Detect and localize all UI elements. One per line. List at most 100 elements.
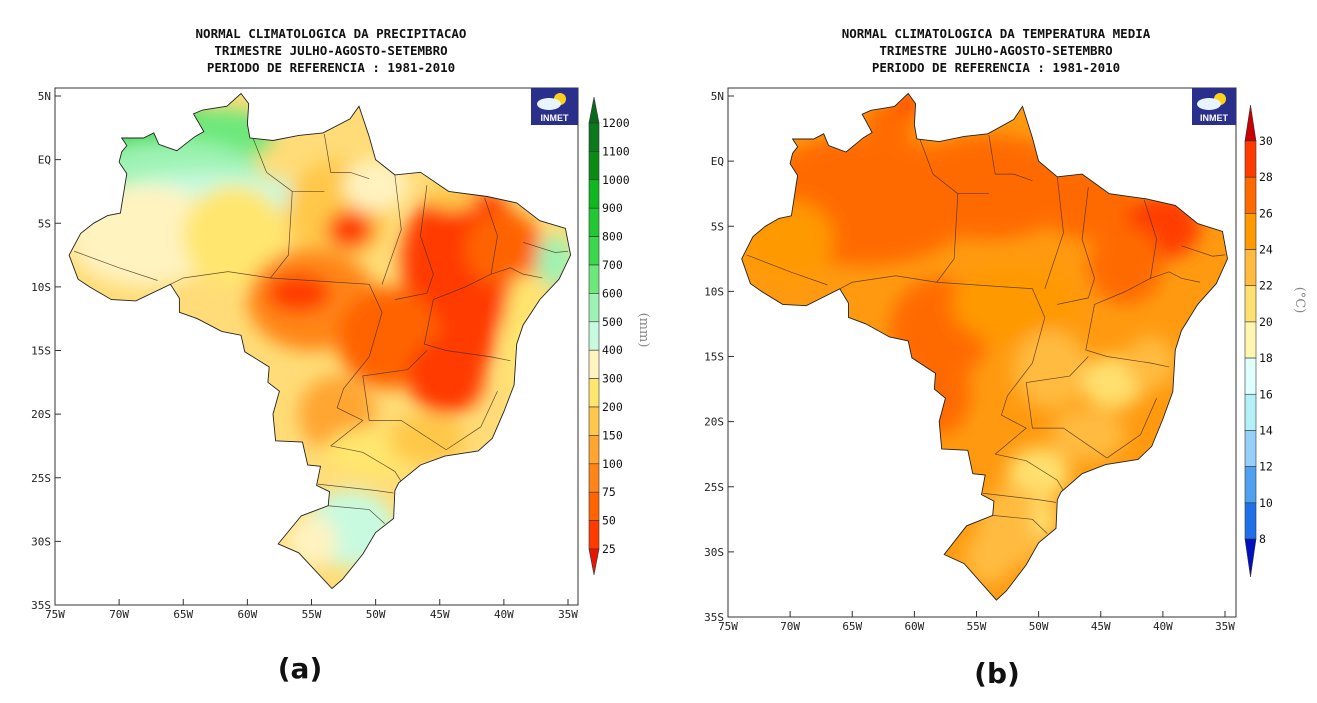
state-border bbox=[995, 453, 1064, 491]
colorbar-label: 18 bbox=[1259, 351, 1273, 365]
cloud-icon bbox=[537, 98, 561, 110]
colorbar-label: 30 bbox=[1259, 134, 1273, 148]
panel-b-map-area bbox=[741, 92, 1228, 601]
lon-tick: 65W bbox=[173, 608, 193, 621]
field-region bbox=[1088, 226, 1163, 305]
colorbar-segment bbox=[588, 321, 600, 351]
field-region bbox=[326, 210, 374, 249]
lon-tick: 65W bbox=[842, 620, 862, 633]
state-border bbox=[317, 483, 394, 494]
state-border bbox=[74, 250, 158, 281]
panel-a-longitude-axis: 75W 70W 65W 60W 55W 50W 45W 40W 35W bbox=[45, 599, 578, 621]
lat-tick: EQ bbox=[38, 154, 51, 167]
colorbar-segment bbox=[1244, 466, 1257, 504]
lat-tick: 35S bbox=[704, 611, 724, 624]
colorbar-segment bbox=[588, 179, 600, 209]
colorbar-segment bbox=[1244, 285, 1257, 323]
colorbar-segment bbox=[588, 236, 600, 266]
colorbar-label: 20 bbox=[1259, 315, 1273, 329]
state-border bbox=[1044, 176, 1064, 289]
field-region bbox=[1032, 499, 1058, 539]
country-border bbox=[741, 92, 1228, 601]
state-border bbox=[330, 445, 402, 482]
lat-tick: 20S bbox=[31, 408, 51, 421]
panel-a-caption: (a) bbox=[278, 652, 323, 685]
state-border bbox=[323, 134, 370, 180]
lat-tick: 5S bbox=[711, 220, 724, 233]
colorbar-segment bbox=[588, 491, 600, 521]
field-contours-blurred bbox=[69, 102, 571, 567]
state-border bbox=[394, 185, 434, 300]
field-contours bbox=[746, 93, 1226, 585]
state-border bbox=[523, 242, 569, 253]
colorbar-segment bbox=[1244, 357, 1257, 395]
lat-tick: 30S bbox=[704, 546, 724, 559]
colorbar-segment bbox=[1244, 393, 1257, 431]
lat-tick: 30S bbox=[31, 535, 51, 548]
lat-tick: 5S bbox=[38, 217, 51, 230]
colorbar-label: 25 bbox=[602, 542, 616, 556]
inmet-logo: INMET bbox=[1192, 88, 1236, 125]
colorbar-bottom-arrow bbox=[1244, 538, 1257, 578]
colorbar-label: 1200 bbox=[602, 116, 630, 130]
lat-tick: 20S bbox=[704, 416, 724, 429]
panel-b-caption: (b) bbox=[974, 657, 1020, 690]
lat-tick: 5N bbox=[711, 90, 724, 103]
panel-a-title-line-1: NORMAL CLIMATOLOGICA DA PRECIPITACAO bbox=[196, 26, 467, 41]
panel-a-colorbar: 1200 1100 1000 900 800 700 600 500 400 3… bbox=[588, 96, 630, 576]
colorbar-segment bbox=[588, 207, 600, 237]
colorbar-segment bbox=[588, 406, 600, 436]
colorbar-segment bbox=[588, 435, 600, 465]
panel-b-longitude-axis: 75W 70W 65W 60W 55W 50W 45W 40W 35W bbox=[718, 611, 1235, 633]
state-border bbox=[381, 174, 402, 285]
field-region bbox=[1051, 408, 1126, 461]
inmet-logo-text: INMET bbox=[541, 113, 570, 123]
lon-tick: 60W bbox=[904, 620, 924, 633]
state-border bbox=[1057, 187, 1095, 305]
colorbar-segment bbox=[588, 463, 600, 493]
lon-tick: 40W bbox=[1153, 620, 1173, 633]
state-border bbox=[1150, 271, 1201, 283]
panel-b-title-line-3: PERIODO DE REFERENCIA : 1981-2010 bbox=[872, 60, 1120, 75]
lon-tick: 45W bbox=[430, 608, 450, 621]
lon-tick: 40W bbox=[494, 608, 514, 621]
field-region bbox=[407, 337, 485, 415]
panel-a-map-area bbox=[68, 92, 572, 590]
colorbar-segment bbox=[1244, 249, 1257, 287]
state-border bbox=[1085, 304, 1170, 368]
state-border bbox=[992, 515, 1048, 534]
colorbar-label: 900 bbox=[602, 201, 623, 215]
lon-tick: 50W bbox=[366, 608, 386, 621]
colorbar-label: 10 bbox=[1259, 496, 1273, 510]
state-border bbox=[270, 277, 383, 447]
state-border bbox=[170, 271, 271, 285]
colorbar-label: 1000 bbox=[602, 173, 630, 187]
state-border bbox=[746, 254, 828, 286]
state-border bbox=[936, 281, 1046, 455]
field-region bbox=[503, 274, 543, 402]
colorbar-bottom-arrow bbox=[588, 548, 600, 576]
lon-tick: 55W bbox=[967, 620, 987, 633]
colorbar-top-arrow bbox=[588, 96, 600, 124]
colorbar-segment bbox=[1244, 176, 1257, 214]
lat-tick: 35S bbox=[31, 599, 51, 612]
lat-tick: 25S bbox=[31, 472, 51, 485]
state-border bbox=[988, 135, 1033, 181]
state-border bbox=[982, 492, 1057, 503]
colorbar-top-arrow bbox=[1244, 104, 1257, 142]
colorbar-segment bbox=[588, 151, 600, 181]
lat-tick: 15S bbox=[31, 345, 51, 358]
field-region bbox=[426, 185, 479, 211]
colorbar-segment bbox=[1244, 430, 1257, 467]
field-region bbox=[951, 265, 1076, 344]
field-region bbox=[285, 515, 338, 567]
state-border bbox=[328, 505, 385, 524]
colorbar-label: 14 bbox=[1259, 423, 1273, 437]
colorbar-segment bbox=[1244, 140, 1257, 178]
colorbar-label: 100 bbox=[602, 457, 623, 471]
colorbar-segment bbox=[588, 293, 600, 323]
field-contours-blurred bbox=[746, 93, 1201, 585]
colorbar-segment bbox=[1244, 321, 1257, 359]
lat-tick: 10S bbox=[704, 285, 724, 298]
colorbar-segment bbox=[588, 349, 600, 379]
